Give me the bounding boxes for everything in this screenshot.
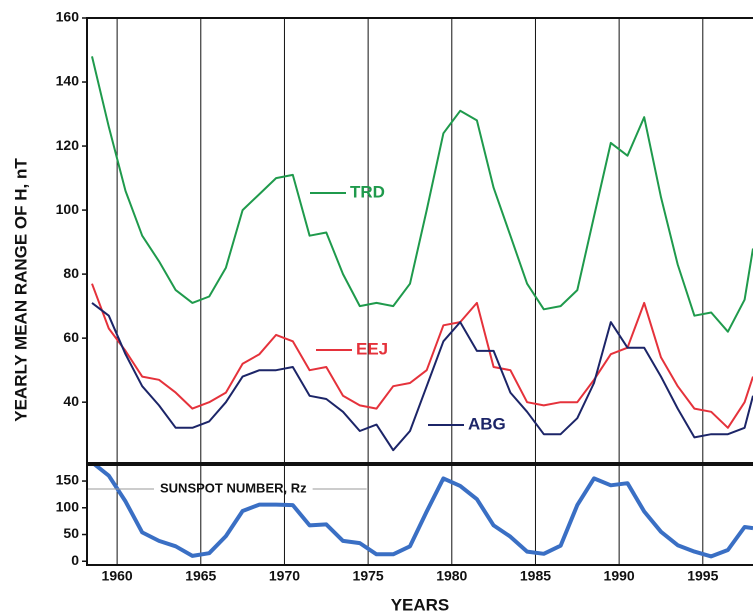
series-line bbox=[91, 56, 753, 333]
y-tick-label: 80 bbox=[63, 265, 79, 281]
x-tick-label: 1990 bbox=[604, 568, 635, 584]
series-label: EEJ bbox=[356, 339, 388, 358]
y-tick-label: 50 bbox=[63, 525, 79, 541]
x-tick-label: 1975 bbox=[353, 568, 384, 584]
y-tick-label: 60 bbox=[63, 329, 79, 345]
x-tick-label: 1985 bbox=[520, 568, 551, 584]
plot-frame bbox=[86, 17, 753, 464]
y-tick-label: 100 bbox=[56, 201, 80, 217]
series-label: TRD bbox=[350, 182, 385, 201]
y-tick-label: 100 bbox=[56, 498, 80, 514]
series-line bbox=[91, 283, 753, 429]
x-tick-label: 1965 bbox=[185, 568, 216, 584]
y-tick-label: 120 bbox=[56, 137, 80, 153]
y-axis-title: YEARLY MEAN RANGE OF H, nT bbox=[11, 158, 30, 422]
y-tick-label: 0 bbox=[71, 552, 79, 568]
plot-area bbox=[91, 56, 753, 452]
y-tick-label: 150 bbox=[56, 472, 80, 488]
plot-frame bbox=[86, 464, 753, 566]
series-line bbox=[92, 465, 753, 559]
series-line bbox=[91, 302, 753, 452]
series-label: ABG bbox=[468, 414, 506, 433]
y-tick-label: 40 bbox=[63, 393, 79, 409]
x-axis-title: YEARS bbox=[391, 595, 450, 614]
plot-area bbox=[92, 465, 753, 559]
x-tick-label: 1960 bbox=[102, 568, 133, 584]
series-label: SUNSPOT NUMBER, Rz bbox=[160, 480, 307, 495]
x-tick-label: 1980 bbox=[436, 568, 467, 584]
y-tick-label: 140 bbox=[56, 73, 80, 89]
y-tick-label: 160 bbox=[56, 9, 80, 25]
x-tick-label: 1995 bbox=[687, 568, 718, 584]
x-tick-label: 1970 bbox=[269, 568, 300, 584]
